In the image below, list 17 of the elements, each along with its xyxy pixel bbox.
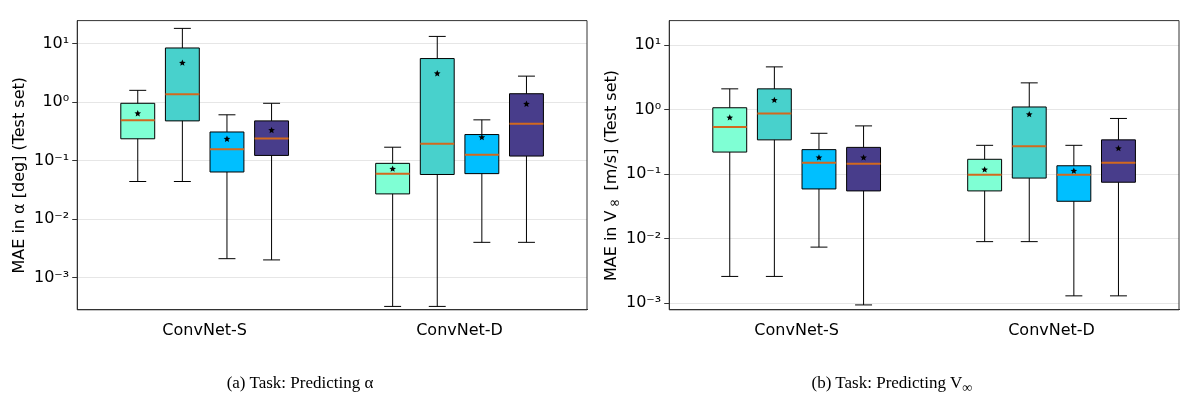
y-tick-label: 10⁰ bbox=[42, 91, 70, 111]
text: (a) Task: Predicting α bbox=[226, 373, 374, 393]
y-axis-title: MAE in α [deg] (Test set) bbox=[9, 77, 29, 274]
y-tick-label: 10⁻² bbox=[34, 208, 70, 228]
x-tick-label: ConvNet-D bbox=[416, 319, 503, 339]
text: (b) Task: Predicting V$_{∞}$ bbox=[811, 373, 973, 397]
x-tick-label: ConvNet-S bbox=[754, 319, 839, 339]
y-tick-label: 10⁻¹ bbox=[626, 163, 662, 183]
x-tick-label: ConvNet-D bbox=[1008, 319, 1095, 339]
y-tick-label: 10⁻³ bbox=[626, 292, 662, 312]
y-tick-label: 10⁻³ bbox=[34, 266, 70, 286]
y-tick-label: 10⁰ bbox=[634, 98, 662, 118]
y-tick-label: 10¹ bbox=[634, 34, 662, 54]
y-tick-label: 10¹ bbox=[42, 33, 70, 52]
y-tick-label: 10⁻¹ bbox=[34, 149, 70, 169]
x-tick-label: ConvNet-S bbox=[162, 319, 247, 339]
y-tick-label: 10⁻² bbox=[626, 227, 662, 247]
